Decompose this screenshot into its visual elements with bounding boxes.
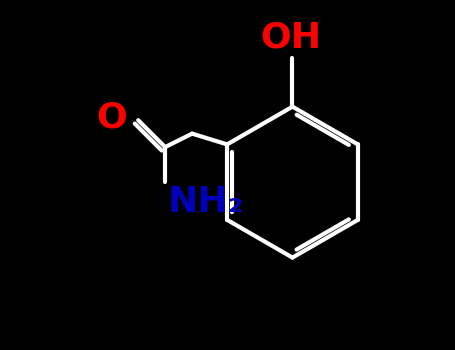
Text: OH: OH — [261, 21, 322, 55]
Text: NH₂: NH₂ — [168, 185, 244, 219]
Text: O: O — [96, 100, 127, 134]
